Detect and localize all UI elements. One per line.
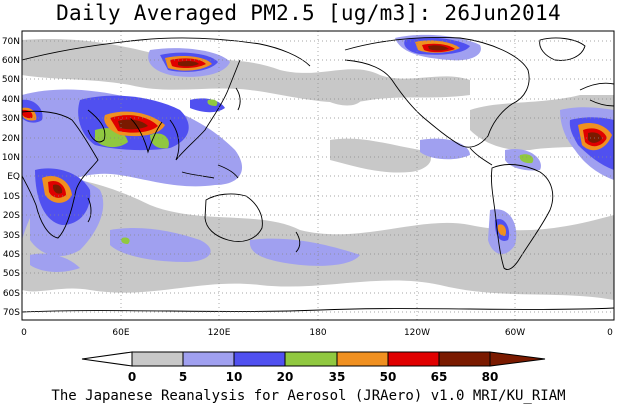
data-source-caption: The Japanese Reanalysis for Aerosol (JRA… (51, 388, 566, 404)
colorbar: 0 5 10 20 35 50 65 80 (81, 351, 546, 384)
colorbar-segment (131, 351, 184, 367)
lat-label: 30N (2, 114, 20, 124)
coast-japan (235, 87, 241, 111)
lon-label: 0 (21, 328, 27, 338)
coast-arabia (87, 109, 106, 143)
lat-label: 10S (3, 192, 20, 202)
lon-label: 120E (208, 328, 231, 338)
land-outlines (22, 37, 614, 313)
coast-europe (579, 82, 614, 107)
colorbar-tick: 20 (277, 370, 294, 384)
latitude-labels: 70N 60N 50N 40N 30N 20N 10N EQ 10S 20S 3… (2, 37, 20, 318)
lon-label: 60W (505, 328, 525, 338)
lat-label: 70S (3, 308, 20, 318)
lon-label: 180 (309, 328, 326, 338)
coast-north-america (344, 37, 530, 148)
colorbar-tick: 5 (179, 370, 187, 384)
colorbar-tick: 0 (128, 370, 136, 384)
colorbar-segment (387, 351, 440, 367)
lon-label: 60E (112, 328, 129, 338)
lon-label: 0 (607, 328, 613, 338)
lat-label: 60S (3, 289, 20, 299)
coast-antarctica (22, 307, 614, 313)
lat-label: 70N (2, 37, 20, 47)
lat-label: 10N (2, 153, 20, 163)
colorbar-low-arrow (81, 351, 133, 367)
colorbar-segment (182, 351, 235, 367)
coast-south-america (491, 164, 554, 270)
pm25-shading (22, 34, 614, 300)
map-title: Daily Averaged PM2.5 [ug/m3]: 26Jun2014 (56, 1, 561, 25)
map-grid (22, 31, 614, 320)
coast-greenland (539, 37, 586, 61)
colorbar-segment (284, 351, 338, 367)
lat-label: 60N (2, 56, 20, 66)
longitude-labels: 0 60E 120E 180 120W 60W 0 (21, 328, 613, 338)
colorbar-segment (233, 351, 286, 367)
coast-eurasia-north (22, 37, 311, 67)
lat-label: EQ (7, 172, 20, 182)
coast-indonesia (181, 164, 239, 179)
lon-label: 120W (404, 328, 430, 338)
coast-nz (295, 231, 301, 253)
colorbar-tick: 35 (329, 370, 346, 384)
coast-madagascar (87, 197, 92, 223)
colorbar-tick: 10 (226, 370, 243, 384)
colorbar-tick: 65 (431, 370, 448, 384)
lat-label: 50S (3, 269, 20, 279)
lat-label: 20S (3, 211, 20, 221)
lat-label: 30S (3, 231, 20, 241)
colorbar-segment (438, 351, 491, 367)
map-frame (21, 30, 615, 321)
coast-se-asia (169, 59, 241, 161)
coast-australia (204, 193, 263, 242)
lat-label: 40N (2, 95, 20, 105)
lat-label: 40S (3, 250, 20, 260)
colorbar-tick: 50 (380, 370, 397, 384)
colorbar-tick: 80 (482, 370, 499, 384)
shade-80-plus (53, 45, 602, 194)
lat-label: 20N (2, 134, 20, 144)
coast-central-america (469, 147, 493, 166)
coast-africa-eurasia (22, 110, 99, 239)
coast-india (129, 117, 163, 154)
colorbar-high-arrow (489, 351, 546, 367)
colorbar-segment (336, 351, 389, 367)
lat-label: 50N (2, 75, 20, 85)
